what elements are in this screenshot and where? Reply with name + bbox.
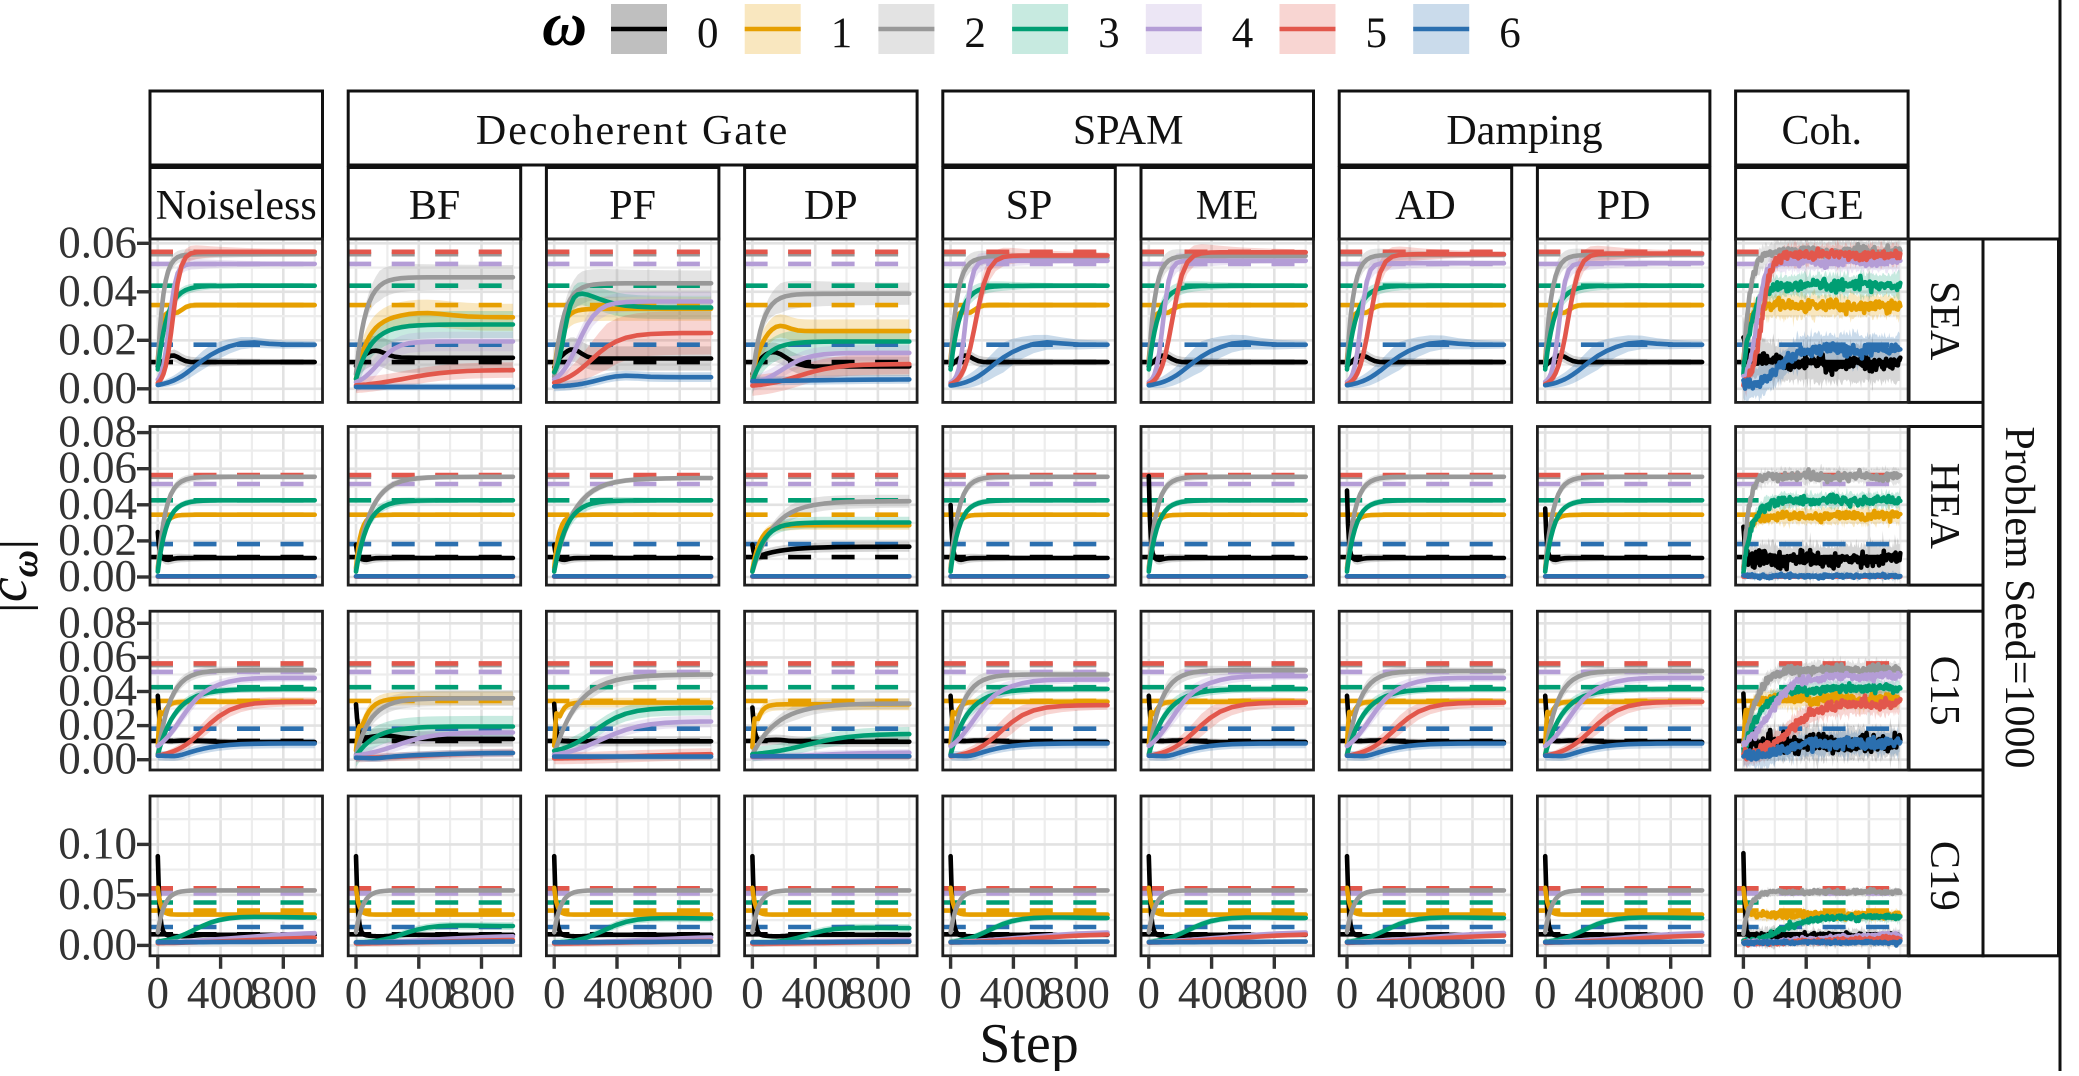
svg-text:800: 800 <box>1637 968 1705 1018</box>
svg-text:0.00: 0.00 <box>58 734 137 784</box>
svg-text:ω: ω <box>542 0 587 59</box>
svg-text:400: 400 <box>1772 968 1840 1018</box>
svg-text:0: 0 <box>697 10 719 57</box>
svg-text:800: 800 <box>250 968 318 1018</box>
svg-text:5: 5 <box>1366 10 1388 57</box>
svg-text:800: 800 <box>1835 968 1903 1018</box>
svg-text:CGE: CGE <box>1780 183 1864 229</box>
svg-text:1: 1 <box>831 10 853 57</box>
svg-text:800: 800 <box>1241 968 1309 1018</box>
svg-text:C19: C19 <box>1921 841 1967 911</box>
svg-text:0.08: 0.08 <box>58 597 137 647</box>
svg-text:400: 400 <box>583 968 651 1018</box>
svg-text:0: 0 <box>1336 968 1359 1018</box>
svg-text:DP: DP <box>804 183 858 229</box>
svg-text:0: 0 <box>1138 968 1161 1018</box>
svg-text:0: 0 <box>1534 968 1557 1018</box>
svg-text:0.10: 0.10 <box>58 818 137 868</box>
svg-text:0: 0 <box>939 968 962 1018</box>
svg-text:0.06: 0.06 <box>58 443 137 493</box>
svg-text:0.02: 0.02 <box>58 314 137 364</box>
svg-text:0.06: 0.06 <box>58 217 137 267</box>
svg-text:Noiseless: Noiseless <box>156 183 317 229</box>
svg-text:Damping: Damping <box>1446 108 1602 154</box>
svg-text:400: 400 <box>1376 968 1444 1018</box>
svg-text:2: 2 <box>964 10 986 57</box>
svg-text:Problem Seed=1000: Problem Seed=1000 <box>1996 426 2042 768</box>
svg-text:400: 400 <box>980 968 1048 1018</box>
svg-text:0.06: 0.06 <box>58 631 137 681</box>
svg-text:400: 400 <box>385 968 453 1018</box>
svg-text:SEA: SEA <box>1921 281 1967 361</box>
svg-text:0.00: 0.00 <box>58 363 137 413</box>
svg-text:0: 0 <box>543 968 566 1018</box>
svg-text:Coh.: Coh. <box>1782 108 1863 154</box>
svg-text:PD: PD <box>1597 183 1651 229</box>
svg-text:ME: ME <box>1196 183 1259 229</box>
svg-text:0.04: 0.04 <box>58 666 137 716</box>
svg-text:0.02: 0.02 <box>58 515 137 565</box>
svg-text:0: 0 <box>741 968 764 1018</box>
svg-text:SP: SP <box>1006 183 1053 229</box>
svg-text:0: 0 <box>1732 968 1755 1018</box>
svg-text:0: 0 <box>345 968 368 1018</box>
svg-text:|cω|: |cω| <box>0 539 46 614</box>
svg-text:3: 3 <box>1098 10 1120 57</box>
svg-text:0.05: 0.05 <box>58 869 137 919</box>
svg-text:BF: BF <box>409 183 460 229</box>
svg-text:C15: C15 <box>1921 656 1967 726</box>
svg-text:0.00: 0.00 <box>58 551 137 601</box>
svg-text:0.02: 0.02 <box>58 700 137 750</box>
svg-text:800: 800 <box>448 968 516 1018</box>
svg-text:SPAM: SPAM <box>1073 108 1184 154</box>
svg-text:800: 800 <box>1042 968 1110 1018</box>
svg-text:0.04: 0.04 <box>58 266 137 316</box>
svg-text:PF: PF <box>609 183 656 229</box>
svg-text:6: 6 <box>1499 10 1521 57</box>
svg-text:0: 0 <box>147 968 170 1018</box>
svg-text:Decoherent Gate: Decoherent Gate <box>476 108 789 154</box>
svg-text:800: 800 <box>1439 968 1507 1018</box>
svg-text:400: 400 <box>781 968 849 1018</box>
svg-text:800: 800 <box>844 968 912 1018</box>
svg-text:0.08: 0.08 <box>58 407 137 457</box>
svg-text:400: 400 <box>1178 968 1246 1018</box>
svg-text:AD: AD <box>1395 183 1456 229</box>
svg-text:HEA: HEA <box>1921 463 1967 550</box>
svg-text:Step: Step <box>979 1013 1079 1071</box>
svg-text:400: 400 <box>187 968 255 1018</box>
svg-text:0.04: 0.04 <box>58 479 137 529</box>
svg-text:0.00: 0.00 <box>58 919 137 969</box>
svg-text:4: 4 <box>1232 10 1254 57</box>
svg-text:400: 400 <box>1574 968 1642 1018</box>
svg-text:800: 800 <box>646 968 714 1018</box>
